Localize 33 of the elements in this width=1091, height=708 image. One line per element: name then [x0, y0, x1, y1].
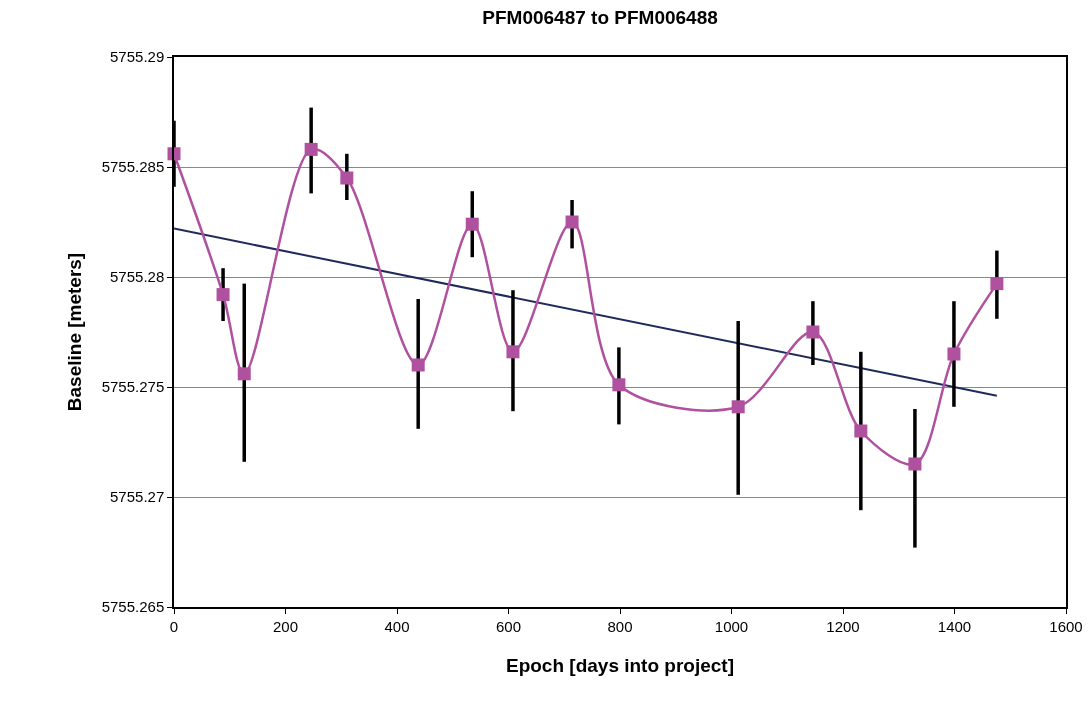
x-tick-label: 200 — [272, 617, 299, 635]
y-tick-label: 5755.28 — [110, 268, 165, 286]
point — [612, 378, 626, 392]
y-axis-title: Baseline [meters] — [64, 252, 86, 412]
x-tick-label: 1000 — [714, 617, 749, 635]
x-axis-title: Epoch [days into project] — [505, 655, 735, 677]
x-tick-label: 1200 — [826, 617, 860, 635]
point — [506, 345, 520, 359]
point — [565, 215, 579, 229]
x-tick-label: 1400 — [937, 617, 972, 635]
point — [731, 400, 745, 414]
point — [806, 325, 820, 339]
x-tick-label: 800 — [607, 617, 633, 635]
x-tick-label: 0 — [169, 617, 179, 635]
y-tick-label: 5755.265 — [101, 598, 165, 616]
point — [947, 347, 961, 361]
y-tick-label: 5755.285 — [101, 158, 165, 176]
point — [340, 171, 354, 185]
y-tick-label: 5755.29 — [110, 48, 165, 66]
y-tick-label: 5755.27 — [110, 488, 165, 506]
point — [237, 367, 251, 381]
point — [411, 358, 425, 372]
chart-title: PFM006487 to PFM006488 — [482, 6, 718, 28]
point — [465, 217, 479, 231]
point — [304, 142, 318, 156]
point — [854, 424, 868, 438]
point — [990, 277, 1004, 291]
point — [216, 288, 230, 302]
y-tick-label: 5755.275 — [101, 378, 165, 396]
x-tick-label: 1600 — [1049, 617, 1083, 635]
x-tick-label: 400 — [384, 617, 410, 635]
point — [908, 457, 922, 471]
x-tick-label: 600 — [495, 617, 522, 635]
